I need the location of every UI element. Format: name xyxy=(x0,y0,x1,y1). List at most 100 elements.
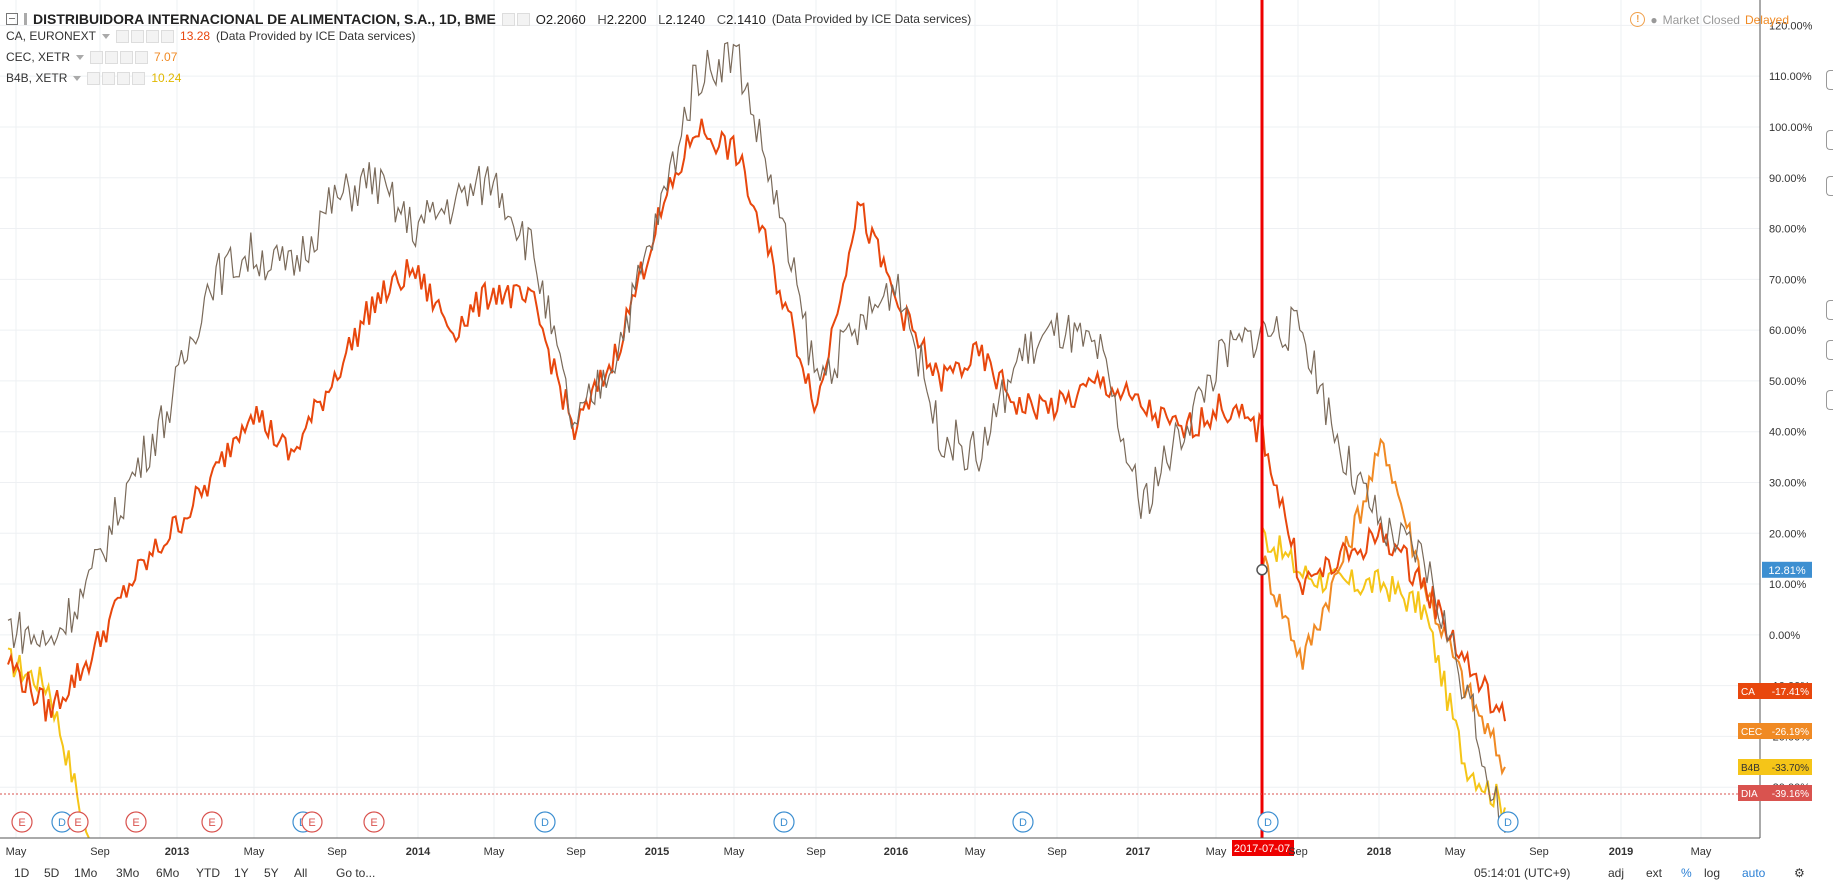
compare-symbol[interactable]: CEC, XETR xyxy=(6,50,71,64)
earnings-marker[interactable]: E xyxy=(11,811,33,833)
market-status[interactable]: ! ● Market Closed Delayed xyxy=(1630,12,1789,27)
settings-icon[interactable] xyxy=(516,12,530,26)
eye-icon[interactable] xyxy=(116,29,130,43)
earnings-marker[interactable]: E xyxy=(125,811,147,833)
log-toggle[interactable]: log xyxy=(1704,866,1721,880)
x-tick-label: May xyxy=(1445,846,1466,858)
side-toolbar-icon[interactable] xyxy=(1826,300,1833,320)
auto-toggle[interactable]: auto xyxy=(1742,866,1766,880)
price-tag-name: DIA xyxy=(1741,789,1758,800)
dividend-marker[interactable]: D xyxy=(1257,811,1279,833)
eye-icon[interactable] xyxy=(87,71,101,85)
x-tick-label: May xyxy=(1206,846,1227,858)
flag-icon xyxy=(24,13,27,25)
price-tag-dia xyxy=(1738,785,1812,801)
add-icon[interactable] xyxy=(120,50,134,64)
side-toolbar-icon[interactable] xyxy=(1826,130,1833,150)
side-toolbar-icon[interactable] xyxy=(1826,390,1833,410)
range-1mo[interactable]: 1Mo xyxy=(74,866,98,880)
event-circle xyxy=(1497,811,1519,833)
x-tick-label: 2014 xyxy=(406,846,431,858)
dividend-marker[interactable]: D xyxy=(1012,811,1034,833)
earnings-marker[interactable]: E xyxy=(301,811,323,833)
price-tag-name: CEC xyxy=(1741,727,1762,738)
remove-icon[interactable] xyxy=(135,50,149,64)
range-3mo[interactable]: 3Mo xyxy=(116,866,140,880)
price-tag-cec xyxy=(1738,723,1812,739)
compare-symbol[interactable]: B4B, XETR xyxy=(6,71,68,85)
compare-symbol[interactable]: CA, EURONEXT xyxy=(6,29,97,43)
dividend-marker[interactable]: D xyxy=(1497,811,1519,833)
range-5y[interactable]: 5Y xyxy=(264,866,279,880)
y-tick-label: 40.00% xyxy=(1769,427,1807,439)
event-letter: E xyxy=(208,817,215,829)
event-letter: D xyxy=(58,817,66,829)
open-value: 2.2060 xyxy=(545,11,586,27)
settings-icon[interactable] xyxy=(131,29,145,43)
event-circle xyxy=(301,811,323,833)
percent-toggle[interactable]: % xyxy=(1681,866,1692,880)
compare-legend-ca[interactable]: CA, EURONEXT 13.28 (Data Provided by ICE… xyxy=(6,29,415,43)
gear-icon[interactable]: ⚙ xyxy=(1794,866,1805,880)
event-letter: E xyxy=(132,817,139,829)
settings-icon[interactable] xyxy=(105,50,119,64)
y-tick-label: 30.00% xyxy=(1769,477,1807,489)
x-tick-label: 2016 xyxy=(884,846,908,858)
dropdown-icon[interactable] xyxy=(73,75,82,81)
price-tag-value: -33.70% xyxy=(1772,763,1809,774)
dividend-marker[interactable]: D xyxy=(534,811,556,833)
legend-buttons[interactable] xyxy=(90,50,149,64)
ext-toggle[interactable]: ext xyxy=(1646,866,1663,880)
earnings-marker[interactable]: E xyxy=(67,811,89,833)
compare-legend-cec[interactable]: CEC, XETR 7.07 xyxy=(6,50,177,64)
main-legend: DISTRIBUIDORA INTERNACIONAL DE ALIMENTAC… xyxy=(6,11,971,27)
legend-buttons[interactable] xyxy=(87,71,146,85)
side-toolbar-icon[interactable] xyxy=(1826,70,1833,90)
x-tick-label: Sep xyxy=(1529,846,1549,858)
dividend-marker[interactable]: D xyxy=(773,811,795,833)
legend-buttons[interactable] xyxy=(501,12,530,26)
event-circle xyxy=(67,811,89,833)
range-1d[interactable]: 1D xyxy=(14,866,30,880)
eye-icon[interactable] xyxy=(501,12,515,26)
dropdown-icon[interactable] xyxy=(76,54,85,60)
range-6mo[interactable]: 6Mo xyxy=(156,866,180,880)
data-provider: (Data Provided by ICE Data services) xyxy=(771,12,972,26)
y-tick-label: 80.00% xyxy=(1769,224,1807,236)
y-tick-label: 0.00% xyxy=(1769,630,1800,642)
remove-icon[interactable] xyxy=(161,29,175,43)
remove-icon[interactable] xyxy=(132,71,146,85)
y-tick-label: 100.00% xyxy=(1769,122,1813,134)
price-tag-b4b xyxy=(1738,759,1812,775)
adj-toggle[interactable]: adj xyxy=(1608,866,1625,880)
event-letter: D xyxy=(541,817,549,829)
price-tag-value: -17.41% xyxy=(1772,687,1809,698)
side-toolbar-icon[interactable] xyxy=(1826,176,1833,196)
add-icon[interactable] xyxy=(146,29,160,43)
range-ytd[interactable]: YTD xyxy=(196,866,220,880)
price-tag-name: CA xyxy=(1741,687,1755,698)
add-icon[interactable] xyxy=(117,71,131,85)
compare-value: 7.07 xyxy=(154,50,178,64)
settings-icon[interactable] xyxy=(102,71,116,85)
eye-icon[interactable] xyxy=(90,50,104,64)
symbol-title[interactable]: DISTRIBUIDORA INTERNACIONAL DE ALIMENTAC… xyxy=(33,11,496,27)
earnings-marker[interactable]: E xyxy=(363,811,385,833)
warning-icon[interactable]: ! xyxy=(1630,12,1646,27)
range-5d[interactable]: 5D xyxy=(44,866,60,880)
range-all[interactable]: All xyxy=(294,866,308,880)
dropdown-icon[interactable] xyxy=(102,33,111,39)
price-tag-name: B4B xyxy=(1741,763,1760,774)
earnings-marker[interactable]: E xyxy=(201,811,223,833)
range-1y[interactable]: 1Y xyxy=(234,866,249,880)
x-tick-label: May xyxy=(484,846,505,858)
goto-button[interactable]: Go to... xyxy=(336,866,376,880)
side-toolbar-icon[interactable] xyxy=(1826,340,1833,360)
collapse-icon[interactable] xyxy=(6,13,18,25)
high-value: 2.2200 xyxy=(606,11,647,27)
status-dot-icon: ● xyxy=(1650,12,1658,27)
legend-buttons[interactable] xyxy=(116,29,175,43)
compare-legend-b4b[interactable]: B4B, XETR 10.24 xyxy=(6,71,181,85)
y-tick-label: 50.00% xyxy=(1769,376,1807,388)
